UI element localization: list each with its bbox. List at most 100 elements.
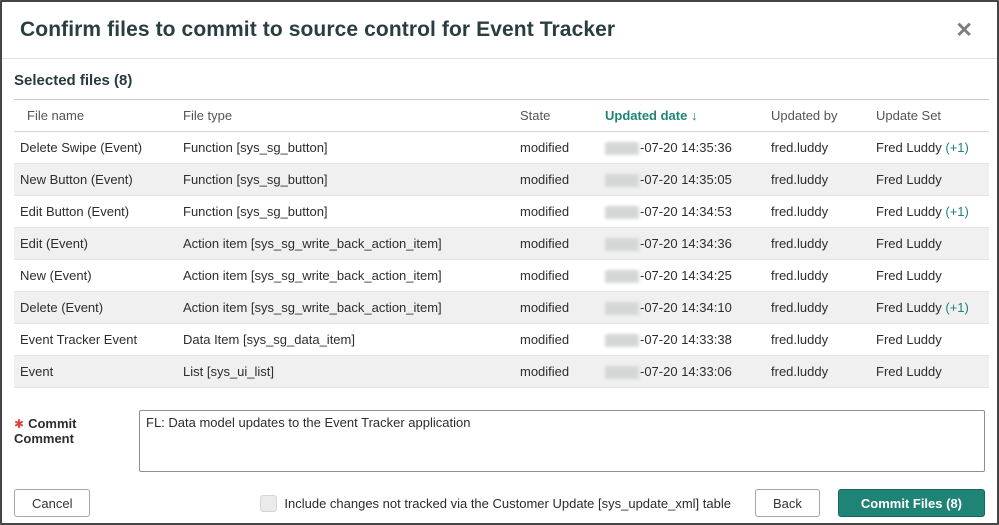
updated-date-text: -07-20 14:34:25 xyxy=(640,267,732,283)
commit-files-button[interactable]: Commit Files (8) xyxy=(837,489,985,517)
update-set-extra-count: (+1) xyxy=(945,204,969,219)
dialog-footer: Cancel Include changes not tracked via t… xyxy=(14,489,985,517)
table-row: Edit (Event) Action item [sys_sg_write_b… xyxy=(14,227,989,260)
cell-file-name: Event xyxy=(14,355,177,388)
redacted-year xyxy=(605,238,639,252)
cell-file-type: Action item [sys_sg_write_back_action_it… xyxy=(177,291,514,324)
commit-comment-row: ✱ Commit Comment FL: Data model updates t… xyxy=(14,410,985,472)
cell-file-type: Function [sys_sg_button] xyxy=(177,163,514,196)
cell-state: modified xyxy=(514,195,599,228)
cell-updated-date: -07-20 14:35:36 xyxy=(599,131,765,164)
cell-updated-by: fred.luddy xyxy=(765,163,870,196)
cell-file-type: List [sys_ui_list] xyxy=(177,355,514,388)
close-icon[interactable]: ✕ xyxy=(949,16,979,45)
updated-date-text: -07-20 14:33:38 xyxy=(640,331,732,347)
table-row: New Button (Event) Function [sys_sg_butt… xyxy=(14,163,989,196)
cell-file-type: Function [sys_sg_button] xyxy=(177,195,514,228)
redacted-year xyxy=(605,206,639,220)
cell-update-set: Fred Luddy xyxy=(870,163,989,196)
redacted-year xyxy=(605,142,639,156)
cell-update-set: Fred Luddy (+1) xyxy=(870,195,989,228)
table-row: New (Event) Action item [sys_sg_write_ba… xyxy=(14,259,989,292)
column-header-state[interactable]: State xyxy=(514,99,599,132)
update-set-extra-count: (+1) xyxy=(945,140,969,155)
redacted-year xyxy=(605,174,639,188)
dialog-header: Confirm files to commit to source contro… xyxy=(2,2,997,59)
cell-state: modified xyxy=(514,259,599,292)
column-header-updated-by[interactable]: Updated by xyxy=(765,99,870,132)
cell-state: modified xyxy=(514,227,599,260)
cell-state: modified xyxy=(514,291,599,324)
table-row: Edit Button (Event) Function [sys_sg_but… xyxy=(14,195,989,228)
table-header-row: File name File type State Updated date ↓… xyxy=(14,99,989,132)
cell-state: modified xyxy=(514,355,599,388)
selected-files-table: File name File type State Updated date ↓… xyxy=(14,99,989,388)
updated-date-text: -07-20 14:34:53 xyxy=(640,203,732,219)
cell-file-name: Edit (Event) xyxy=(14,227,177,260)
cell-updated-by: fred.luddy xyxy=(765,259,870,292)
dialog-title: Confirm files to commit to source contro… xyxy=(20,18,616,41)
cell-file-name: Edit Button (Event) xyxy=(14,195,177,228)
update-set-name: Fred Luddy xyxy=(876,236,942,251)
cell-update-set: Fred Luddy xyxy=(870,259,989,292)
cell-state: modified xyxy=(514,131,599,164)
update-set-name: Fred Luddy xyxy=(876,332,942,347)
cell-update-set: Fred Luddy (+1) xyxy=(870,291,989,324)
redacted-year xyxy=(605,270,639,284)
dialog-content: Selected files (8) File name File type S… xyxy=(2,72,997,517)
update-set-name: Fred Luddy xyxy=(876,300,942,315)
column-header-label: Updated date xyxy=(605,108,688,123)
column-header-label: File type xyxy=(183,108,233,123)
cell-update-set: Fred Luddy xyxy=(870,355,989,388)
cell-state: modified xyxy=(514,163,599,196)
cell-updated-date: -07-20 14:34:53 xyxy=(599,195,765,228)
updated-date-text: -07-20 14:34:36 xyxy=(640,235,732,251)
column-header-file-type[interactable]: File type xyxy=(177,99,514,132)
column-header-label: Updated by xyxy=(771,108,838,123)
cell-file-type: Action item [sys_sg_write_back_action_it… xyxy=(177,259,514,292)
cell-file-type: Function [sys_sg_button] xyxy=(177,131,514,164)
updated-date-text: -07-20 14:33:06 xyxy=(640,363,732,379)
cell-updated-date: -07-20 14:34:25 xyxy=(599,259,765,292)
column-header-label: State xyxy=(520,108,551,123)
column-header-file-name[interactable]: File name xyxy=(14,99,177,132)
update-set-name: Fred Luddy xyxy=(876,204,942,219)
sort-descending-icon: ↓ xyxy=(690,108,698,123)
cell-state: modified xyxy=(514,323,599,356)
cell-updated-by: fred.luddy xyxy=(765,195,870,228)
redacted-year xyxy=(605,334,639,348)
cell-updated-by: fred.luddy xyxy=(765,291,870,324)
cell-file-name: New (Event) xyxy=(14,259,177,292)
update-set-extra-count: (+1) xyxy=(945,300,969,315)
column-header-label: Update Set xyxy=(876,108,942,123)
cell-updated-date: -07-20 14:33:38 xyxy=(599,323,765,356)
cell-file-name: Delete (Event) xyxy=(14,291,177,324)
updated-date-text: -07-20 14:35:36 xyxy=(640,139,732,155)
cancel-button[interactable]: Cancel xyxy=(14,489,91,517)
cell-update-set: Fred Luddy (+1) xyxy=(870,131,989,164)
table-row: Event List [sys_ui_list] modified -07-20… xyxy=(14,355,989,388)
cell-updated-date: -07-20 14:34:36 xyxy=(599,227,765,260)
updated-date-text: -07-20 14:34:10 xyxy=(640,299,732,315)
update-set-name: Fred Luddy xyxy=(876,364,942,379)
redacted-year xyxy=(605,366,639,380)
updated-date-text: -07-20 14:35:05 xyxy=(640,171,732,187)
cell-updated-by: fred.luddy xyxy=(765,323,870,356)
cell-file-name: Event Tracker Event xyxy=(14,323,177,356)
cell-updated-by: fred.luddy xyxy=(765,131,870,164)
commit-comment-label-text: Commit Comment xyxy=(14,416,77,446)
cell-update-set: Fred Luddy xyxy=(870,323,989,356)
commit-comment-input[interactable]: FL: Data model updates to the Event Trac… xyxy=(139,410,985,472)
back-button[interactable]: Back xyxy=(754,489,820,517)
update-set-name: Fred Luddy xyxy=(876,140,942,155)
untracked-changes-checkbox[interactable] xyxy=(260,494,278,512)
table-row: Delete Swipe (Event) Function [sys_sg_bu… xyxy=(14,131,989,164)
cell-update-set: Fred Luddy xyxy=(870,227,989,260)
cell-updated-by: fred.luddy xyxy=(765,355,870,388)
column-header-label: File name xyxy=(27,108,85,123)
selected-files-heading: Selected files (8) xyxy=(14,72,133,89)
column-header-updated-date[interactable]: Updated date ↓ xyxy=(599,99,765,132)
column-header-update-set[interactable]: Update Set xyxy=(870,99,989,132)
table-row: Event Tracker Event Data Item [sys_sg_da… xyxy=(14,323,989,356)
